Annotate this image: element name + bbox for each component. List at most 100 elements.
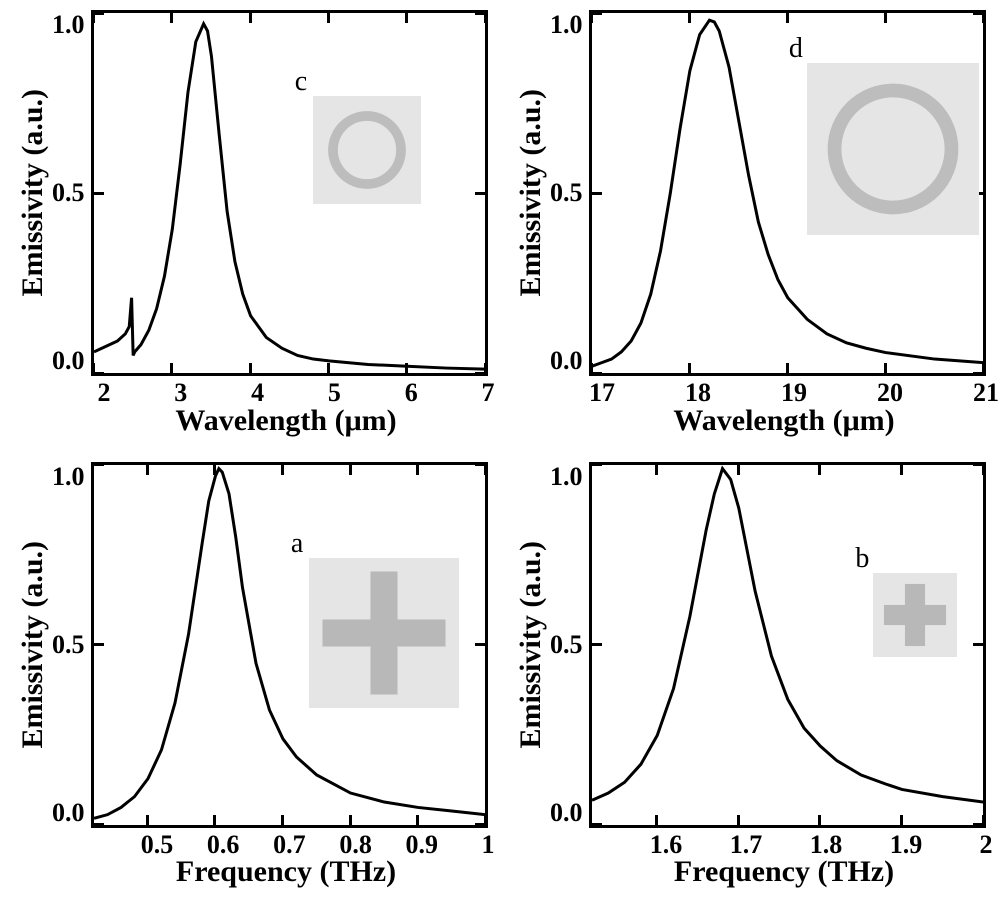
tick-mark [213, 815, 216, 825]
panel-label: d [789, 33, 803, 65]
tick-mark [737, 815, 740, 825]
tick-mark [94, 823, 104, 826]
x-tick-label: 2 [980, 830, 993, 860]
tick-mark [475, 463, 485, 466]
tick-mark [484, 13, 487, 23]
tick-mark [475, 192, 485, 195]
panel-label: b [855, 543, 869, 575]
tick-mark [982, 13, 985, 23]
inset-ring: d [807, 63, 979, 235]
x-tick-label: 1 [482, 830, 495, 860]
x-tick-label: 2 [98, 378, 111, 408]
tick-mark [146, 465, 149, 475]
x-tick-label: 21 [973, 378, 999, 408]
y-tick-label: 0.0 [550, 798, 583, 828]
tick-mark [146, 815, 149, 825]
cross-icon [873, 573, 957, 657]
x-tick-label: 19 [781, 378, 807, 408]
plot-row: Emissivity (a.u.)1.00.50.0c [14, 10, 488, 376]
y-ticks: 1.0 0.5 0.0 [52, 462, 91, 828]
cross-icon [309, 558, 459, 708]
tick-mark [475, 12, 485, 15]
tick-mark [94, 12, 104, 15]
tick-mark [475, 823, 485, 826]
tick-mark [405, 363, 408, 373]
tick-mark [327, 13, 330, 23]
tick-mark [170, 363, 173, 373]
x-tick-label: 1.7 [730, 830, 763, 860]
tick-mark [92, 13, 95, 23]
tick-mark [475, 372, 485, 375]
x-axis-label: Frequency (THz) [176, 855, 396, 889]
tick-mark [327, 363, 330, 373]
x-tick-label: 5 [328, 378, 341, 408]
x-axis-label: Wavelength (μm) [175, 404, 396, 438]
y-tick-label: 1.0 [52, 462, 85, 492]
y-tick-label: 0.0 [52, 798, 85, 828]
tick-mark [281, 465, 284, 475]
x-ticks: 1718192021 [602, 378, 986, 405]
tick-mark [592, 463, 602, 466]
panel-b: Emissivity (a.u.)1.00.50.0b1.61.71.81.92… [512, 462, 986, 890]
tick-mark [249, 13, 252, 23]
y-tick-label: 0.0 [52, 346, 85, 376]
tick-mark [973, 12, 983, 15]
x-axis-label: Frequency (THz) [674, 855, 894, 889]
ring-icon [313, 96, 421, 204]
y-axis-label: Emissivity (a.u.) [512, 89, 550, 297]
ring-icon [807, 63, 979, 235]
tick-mark [416, 815, 419, 825]
y-axis-label: Emissivity (a.u.) [512, 541, 550, 749]
tick-mark [973, 823, 983, 826]
tick-mark [94, 463, 104, 466]
tick-mark [818, 465, 821, 475]
plot-area: b [589, 462, 987, 828]
plot-area: a [91, 462, 489, 828]
figure-grid: Emissivity (a.u.)1.00.50.0c234567Wavelen… [0, 0, 1000, 903]
inset-box [873, 573, 957, 657]
tick-mark [249, 363, 252, 373]
y-tick-label: 0.5 [52, 630, 85, 660]
plot-row: Emissivity (a.u.)1.00.50.0 b [512, 462, 986, 828]
tick-mark [818, 815, 821, 825]
plot-row: Emissivity (a.u.)1.00.50.0 d [512, 10, 986, 376]
tick-mark [170, 13, 173, 23]
tick-mark [688, 363, 691, 373]
x-tick-label: 7 [482, 378, 495, 408]
tick-mark [655, 815, 658, 825]
tick-mark [349, 815, 352, 825]
plot-area: c [91, 10, 489, 376]
x-tick-label: 17 [589, 378, 615, 408]
plot-area: d [589, 10, 987, 376]
tick-mark [592, 372, 602, 375]
tick-mark [973, 463, 983, 466]
panel-a: Emissivity (a.u.)1.00.50.0a0.50.60.70.80… [14, 462, 488, 890]
tick-mark [94, 372, 104, 375]
y-ticks: 1.00.50.0 [550, 10, 589, 376]
inset-box [309, 558, 459, 708]
tick-mark [416, 465, 419, 475]
tick-mark [281, 815, 284, 825]
tick-mark [884, 363, 887, 373]
tick-mark [982, 465, 985, 475]
plot-row: Emissivity (a.u.) 1.0 0.5 0.0 a [14, 462, 488, 828]
tick-mark [884, 13, 887, 23]
tick-mark [592, 192, 602, 195]
tick-mark [592, 643, 602, 646]
tick-mark [405, 13, 408, 23]
x-axis-label: Wavelength (μm) [673, 404, 894, 438]
line-plot-svg [94, 13, 486, 373]
y-tick-label: 1.0 [550, 462, 583, 492]
y-ticks: 1.00.50.0 [550, 462, 589, 828]
tick-mark [484, 465, 487, 475]
tick-mark [900, 465, 903, 475]
x-tick-label: 20 [877, 378, 903, 408]
tick-mark [592, 12, 602, 15]
inset-cross: a [309, 558, 459, 708]
x-ticks: 234567 [104, 378, 488, 405]
y-axis-label: Emissivity (a.u.) [14, 541, 52, 749]
x-tick-label: 18 [685, 378, 711, 408]
y-tick-label: 1.0 [52, 10, 85, 40]
x-tick-label: 4 [251, 378, 264, 408]
tick-mark [688, 13, 691, 23]
